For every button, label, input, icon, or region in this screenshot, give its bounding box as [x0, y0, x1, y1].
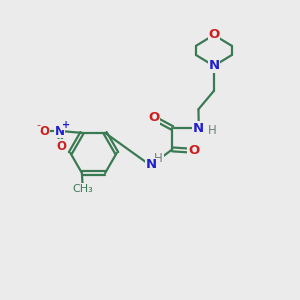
Text: +: + [61, 120, 70, 130]
Text: N: N [55, 125, 64, 138]
Text: H: H [154, 152, 163, 165]
Text: H: H [207, 124, 216, 136]
Text: -: - [37, 120, 41, 130]
Text: N: N [146, 158, 157, 171]
Text: O: O [148, 111, 160, 124]
Text: O: O [208, 28, 220, 41]
Text: O: O [56, 140, 66, 153]
Text: O: O [188, 144, 199, 158]
Text: CH₃: CH₃ [72, 184, 93, 194]
Text: O: O [39, 125, 49, 138]
Text: N: N [208, 59, 220, 72]
Text: N: N [192, 122, 203, 134]
